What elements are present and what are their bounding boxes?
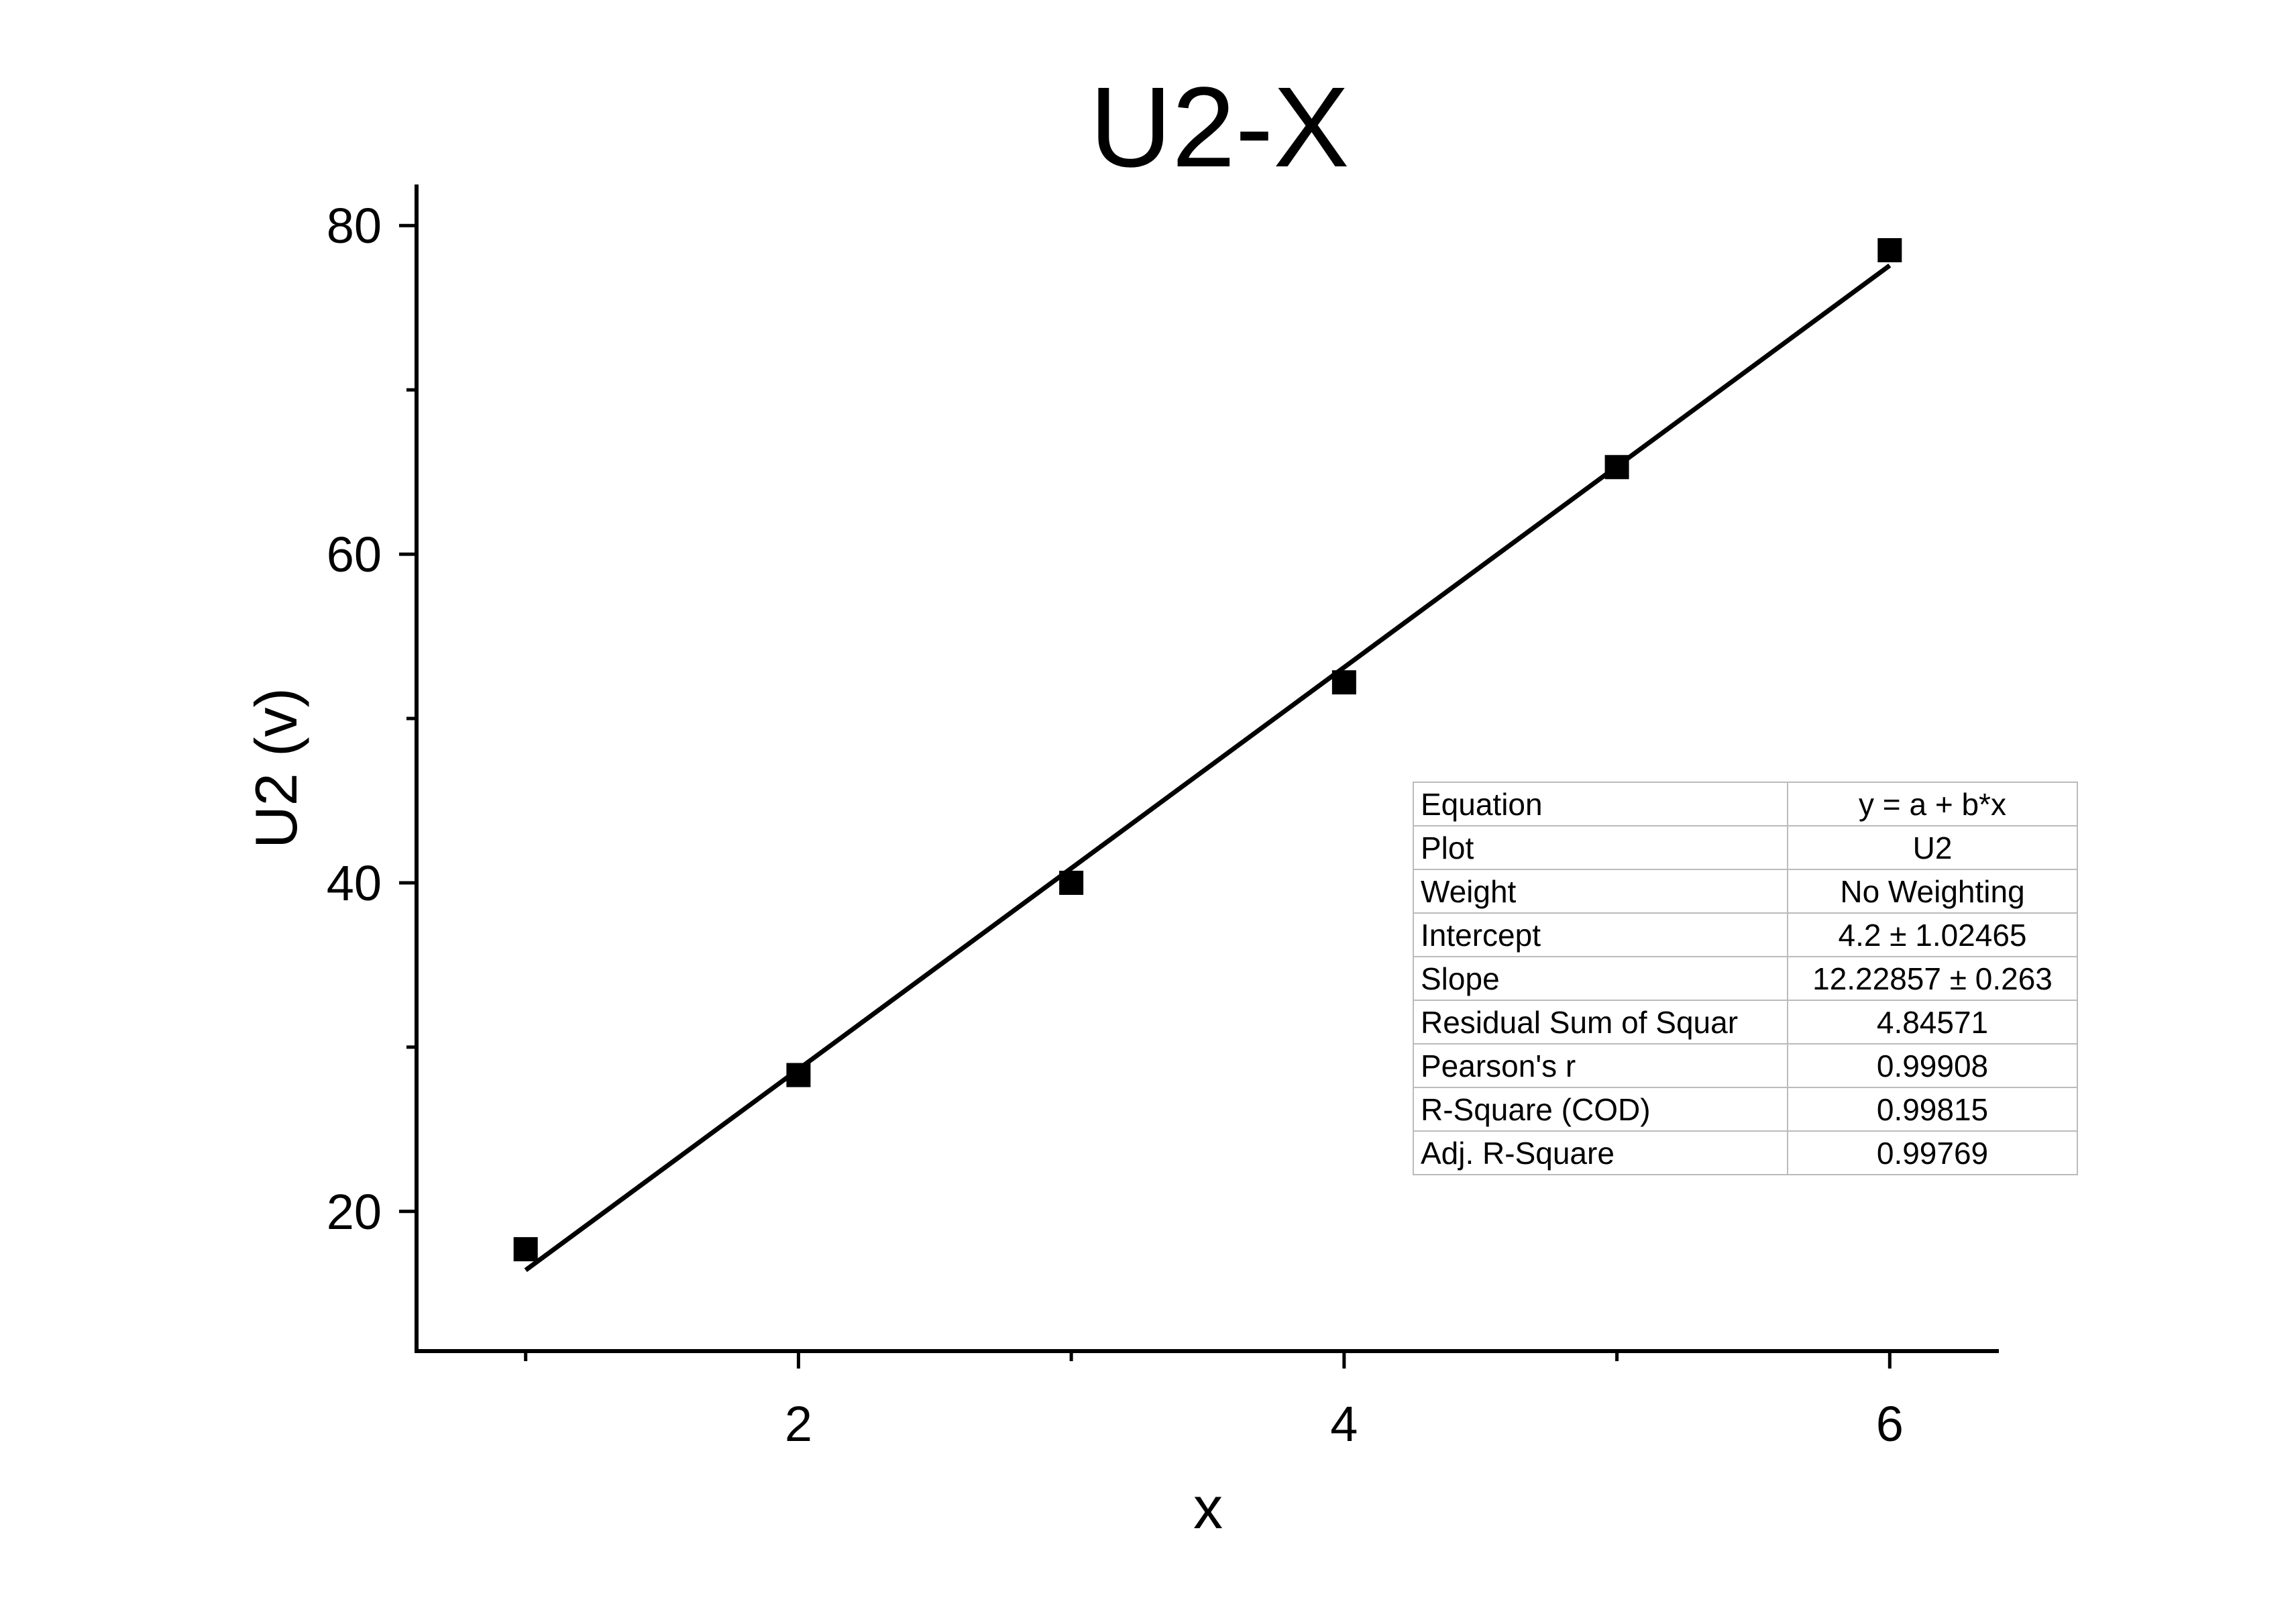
fit-table-value: 0.99769 (1787, 1130, 2078, 1175)
fit-table-value: 4.84571 (1787, 1000, 2078, 1045)
data-point (513, 1237, 538, 1262)
fit-table-value: 0.99908 (1787, 1043, 2078, 1088)
y-tick-label: 20 (327, 1184, 382, 1240)
y-tick-label: 40 (327, 855, 382, 911)
x-tick-label: 4 (1330, 1396, 1358, 1452)
data-point (1877, 237, 1902, 262)
fit-table-key: R-Square (COD) (1413, 1087, 1788, 1132)
fit-table-row: Weight No Weighting (1413, 869, 2078, 914)
fit-table-value: 4.2 ± 1.02465 (1787, 912, 2078, 957)
fit-table-key: Slope (1413, 956, 1788, 1001)
fit-table-value: y = a + b*x (1787, 782, 2078, 826)
ticks: 2 4 6 20 40 60 80 (327, 198, 1904, 1452)
axes (415, 184, 1999, 1353)
x-tick-label: 2 (785, 1396, 812, 1452)
fit-results-table: Equation y = a + b*x Plot U2 Weight No Weight… (1413, 782, 2078, 1175)
fit-table-row: Plot U2 (1413, 825, 2078, 870)
chart-title: U2-X (1089, 64, 1349, 191)
fit-table-key: Equation (1413, 782, 1788, 826)
fit-table-value: U2 (1787, 825, 2078, 870)
fit-table-row: Adj. R-Square 0.99769 (1413, 1130, 2078, 1175)
fit-table-row: Slope 12.22857 ± 0.263 (1413, 956, 2078, 1001)
fit-table-key: Residual Sum of Squar (1413, 1000, 1788, 1045)
fit-table-value: 12.22857 ± 0.263 (1787, 956, 2078, 1001)
fit-table-value: 0.99815 (1787, 1087, 2078, 1132)
fit-table-key: Intercept (1413, 912, 1788, 957)
fit-table-key: Plot (1413, 825, 1788, 870)
fit-line-group (524, 263, 1892, 1273)
y-tick-label: 60 (327, 527, 382, 582)
fit-table-key: Adj. R-Square (1413, 1130, 1788, 1175)
fit-table-row: Intercept 4.2 ± 1.02465 (1413, 912, 2078, 957)
y-axis-label: U2 (v) (243, 688, 309, 849)
fit-table-row: Pearson's r 0.99908 (1413, 1043, 2078, 1088)
fit-table-row: R-Square (COD) 0.99815 (1413, 1087, 2078, 1132)
y-tick-label: 80 (327, 198, 382, 254)
x-tick-label: 6 (1876, 1396, 1904, 1452)
data-points (513, 237, 1902, 1262)
fit-line (524, 263, 1892, 1273)
data-point (1331, 670, 1356, 695)
fit-table-row: Residual Sum of Squar 4.84571 (1413, 1000, 2078, 1045)
data-point (1059, 870, 1084, 895)
fit-table-value: No Weighting (1787, 869, 2078, 914)
data-point (1604, 455, 1629, 480)
data-point (786, 1063, 811, 1087)
fit-table-key: Pearson's r (1413, 1043, 1788, 1088)
x-axis-label: x (1193, 1475, 1223, 1541)
fit-table-key: Weight (1413, 869, 1788, 914)
fit-table-row: Equation y = a + b*x (1413, 782, 2078, 826)
